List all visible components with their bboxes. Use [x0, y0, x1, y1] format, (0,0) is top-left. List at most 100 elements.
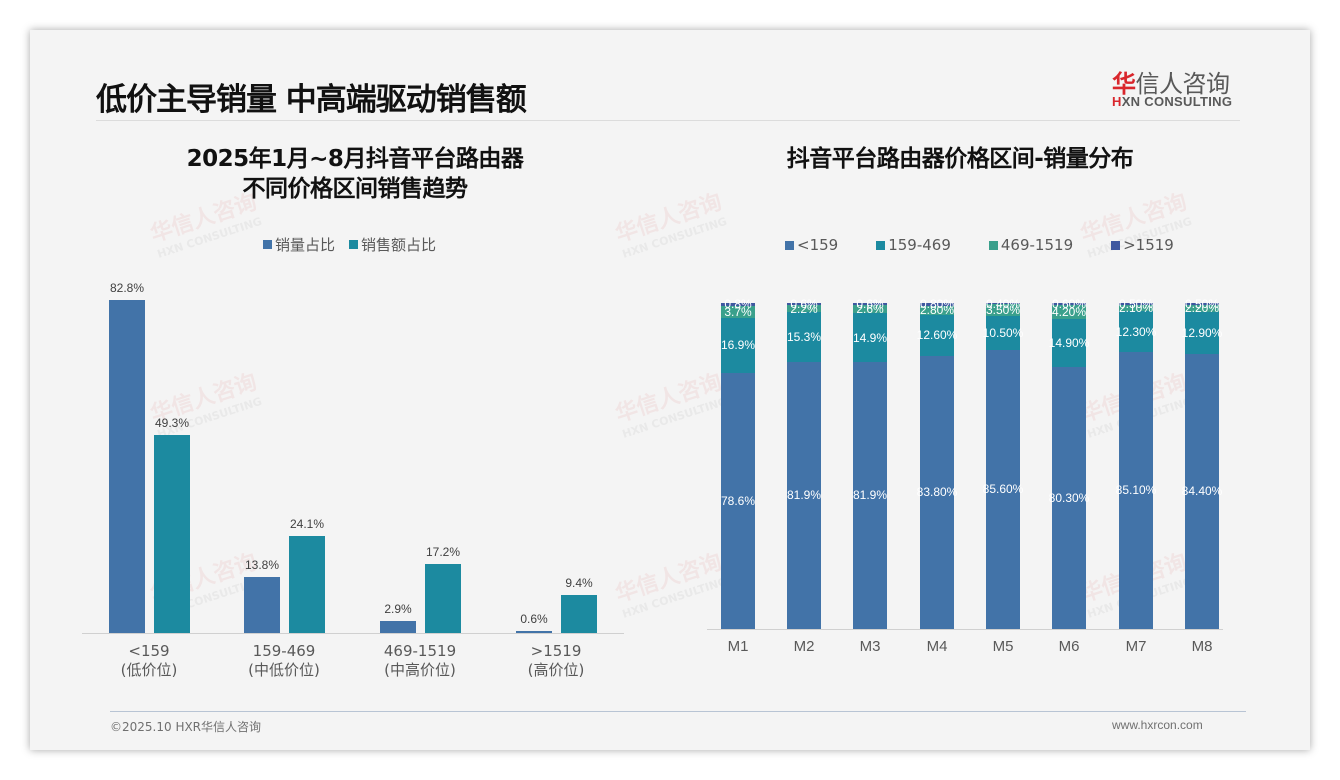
legend-swatch-icon — [876, 240, 886, 250]
data-label: 0.6% — [520, 612, 548, 626]
segment-label: 0.50% — [1118, 296, 1154, 311]
category-label: 469-1519 (中高价位) — [383, 642, 457, 679]
stacked-bar: 78.6% 16.9% 3.7% 0.8% — [720, 297, 756, 629]
bar-segment: 12.60% — [917, 314, 957, 356]
bar-volume — [109, 300, 145, 633]
bar-segment: 85.10% — [1116, 351, 1156, 629]
left-bar-chart: 82.8% 49.3% <159 (低价位) 13.8% 24.1% 159-469 (中低价… — [30, 30, 670, 730]
category-label: 159-469 (中低价位) — [248, 642, 320, 679]
stacked-bar: 85.60% 10.50% 3.50% 0.40% — [983, 297, 1023, 629]
bar-segment: 0.80% — [920, 297, 954, 311]
stacked-bar: 81.9% 15.3% 2.2% 0.6% — [787, 297, 821, 629]
footer-divider — [110, 711, 1246, 712]
website: www.hxrcon.com — [1112, 718, 1203, 732]
segment-label: 10.50% — [982, 325, 1024, 340]
data-label: 24.1% — [289, 517, 325, 531]
bar-segment: 2.20% — [1185, 301, 1219, 315]
bar-segment: 14.90% — [1049, 318, 1089, 368]
legend-swatch-icon — [785, 240, 794, 250]
segment-label: 12.30% — [1115, 324, 1157, 339]
bar-segment: 0.6% — [787, 297, 821, 311]
stacked-bar-chart: 78.6% 16.9% 3.7% 0.8% M1 81.9% 15.3% 2.2% 0.6% M2… — [30, 30, 1310, 730]
bar-segment: 0.50% — [1185, 297, 1219, 311]
category-label: <159 (低价位) — [120, 642, 178, 679]
data-label: 13.8% — [244, 558, 280, 572]
data-label: 17.2% — [425, 545, 461, 559]
segment-label: 0.6% — [856, 296, 884, 311]
x-tick-label: M5 — [992, 638, 1014, 655]
left-chart-legend: 销量占比 销售额占比 — [263, 234, 436, 255]
segment-label: 0.80% — [919, 297, 955, 312]
bar-revenue — [154, 435, 190, 633]
logo: 华信人咨询 — [1112, 70, 1230, 98]
right-chart-title: 抖音平台路由器价格区间-销量分布 — [786, 146, 1134, 172]
segment-label: 12.90% — [1181, 325, 1223, 340]
segment-label: 85.60% — [982, 482, 1024, 497]
bar-segment: 3.7% — [721, 304, 755, 319]
segment-label: 16.9% — [720, 338, 756, 353]
bar-segment: 0.60% — [1052, 297, 1086, 311]
bar-segment: 80.30% — [1049, 367, 1089, 629]
legend-item: 销售额占比 — [349, 234, 436, 255]
x-tick-label: M1 — [727, 638, 749, 655]
stacked-bar: 81.9% 14.9% 2.6% 0.6% — [852, 297, 888, 629]
x-axis-line — [707, 629, 1223, 630]
segment-label: 14.90% — [1048, 335, 1090, 350]
bar-segment: 2.80% — [919, 303, 955, 318]
bar-segment: 2.2% — [787, 302, 821, 316]
bar-segment: 84.40% — [1182, 353, 1222, 629]
bar-segment: 12.90% — [1182, 311, 1222, 354]
legend-item: 销量占比 — [263, 234, 335, 255]
bar-segment: 83.80% — [917, 355, 957, 629]
bar-segment: 0.6% — [853, 297, 887, 311]
bar-segment: 85.60% — [983, 349, 1023, 629]
bar-segment: 10.50% — [983, 315, 1023, 350]
segment-label: 80.30% — [1048, 491, 1090, 506]
data-label: 49.3% — [154, 416, 190, 430]
title-divider — [96, 120, 1240, 121]
bar-segment: 78.6% — [720, 372, 756, 629]
stacked-bar: 80.30% 14.90% 4.20% 0.60% — [1049, 297, 1089, 629]
slide: 华信人咨询 HXN CONSULTING 华信人咨询 HXN CONSULTING … — [30, 30, 1310, 750]
data-label: 9.4% — [565, 576, 593, 590]
segment-label: 4.20% — [1051, 304, 1087, 319]
x-tick-label: M8 — [1191, 638, 1213, 655]
bar-volume — [516, 631, 552, 633]
bar-segment: 0.40% — [986, 297, 1020, 311]
page-title: 低价主导销量 中高端驱动销售额 — [96, 82, 527, 118]
legend-swatch-icon — [263, 240, 272, 249]
segment-label: 85.10% — [1115, 483, 1157, 498]
bar-segment: 15.3% — [787, 312, 821, 362]
segment-label: 2.6% — [856, 302, 884, 317]
x-tick-label: M3 — [859, 638, 881, 655]
bar-segment: 0.50% — [1119, 297, 1153, 311]
legend-item: >1519 — [1111, 236, 1174, 254]
legend-item: <159 — [785, 236, 838, 254]
legend-swatch-icon — [988, 240, 998, 250]
segment-label: 2.2% — [790, 301, 818, 316]
segment-label: 81.9% — [852, 488, 888, 503]
bar-segment: 4.20% — [1052, 305, 1086, 319]
bar-segment: 14.9% — [853, 313, 887, 362]
stacked-bar: 85.10% 12.30% 2.10% 0.50% — [1116, 297, 1156, 629]
data-label: 2.9% — [384, 602, 412, 616]
bar-segment: 2.6% — [853, 302, 887, 317]
bar-segment: 81.9% — [787, 362, 821, 629]
x-tick-label: M7 — [1125, 638, 1147, 655]
bar-volume — [244, 577, 280, 633]
segment-label: 2.80% — [919, 303, 955, 318]
segment-label: 3.7% — [724, 304, 752, 319]
legend-swatch-icon — [349, 240, 359, 249]
x-tick-label: M2 — [793, 638, 815, 655]
logo-subtitle: HXN CONSULTING — [1112, 94, 1233, 109]
x-tick-label: M6 — [1058, 638, 1080, 655]
bar-revenue — [425, 564, 461, 633]
x-axis-line — [82, 633, 624, 634]
bar-segment: 16.9% — [720, 317, 756, 373]
segment-label: 78.6% — [720, 493, 756, 508]
segment-label: 0.50% — [1184, 296, 1220, 311]
stacked-bar: 83.80% 12.60% 2.80% 0.80% — [917, 297, 957, 629]
category-label: >1519 (高价位) — [527, 642, 585, 679]
segment-label: 12.60% — [916, 328, 958, 343]
stacked-bar: 84.40% 12.90% 2.20% 0.50% — [1182, 297, 1222, 629]
